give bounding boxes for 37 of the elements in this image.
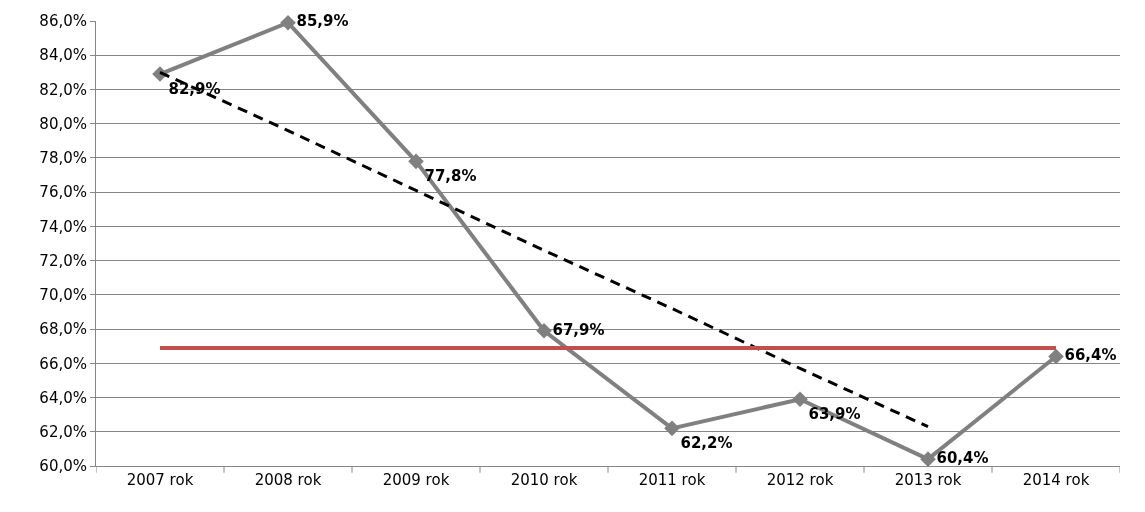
data-label: 77,8% <box>424 167 477 186</box>
y-tick-label: 70,0% <box>39 286 87 305</box>
y-tick-label: 80,0% <box>39 114 87 133</box>
point <box>536 322 552 339</box>
x-tick-label: 2014 rok <box>1022 471 1090 489</box>
data-label: 67,9% <box>552 320 605 339</box>
y-tick-label: 60,0% <box>39 457 87 476</box>
data-label: 60,4% <box>936 448 989 467</box>
x-tick-label: 2011 rok <box>638 471 706 489</box>
x-tick-label: 2010 rok <box>510 471 578 489</box>
point <box>664 420 680 437</box>
x-tick-label: 2012 rok <box>766 471 834 489</box>
point <box>1048 348 1064 365</box>
point <box>792 391 808 408</box>
y-tick-label: 68,0% <box>39 320 87 339</box>
x-tick-label: 2008 rok <box>254 471 322 489</box>
point <box>408 153 424 170</box>
y-tick-label: 66,0% <box>39 354 87 373</box>
x-tick-label: 2009 rok <box>382 471 450 489</box>
data-label: 63,9% <box>808 405 861 423</box>
point <box>920 451 936 467</box>
y-tick-label: 76,0% <box>39 183 87 202</box>
data-label: 85,9% <box>296 12 349 31</box>
x-tick-label: 2007 rok <box>126 471 194 489</box>
point <box>280 14 296 31</box>
data-label: 62,2% <box>680 434 733 453</box>
data-label: 82,9% <box>168 79 221 98</box>
y-tick-label: 86,0% <box>39 12 87 31</box>
y-tick-label: 64,0% <box>39 388 87 407</box>
data-label: 66,4% <box>1064 346 1117 365</box>
y-tick-label: 62,0% <box>39 423 87 442</box>
y-tick-label: 74,0% <box>39 217 87 236</box>
x-tick-label: 2013 rok <box>894 471 962 489</box>
y-tick-label: 82,0% <box>39 80 87 99</box>
y-tick-label: 84,0% <box>39 46 87 65</box>
y-tick-label: 72,0% <box>39 251 87 270</box>
y-tick-label: 78,0% <box>39 149 87 168</box>
